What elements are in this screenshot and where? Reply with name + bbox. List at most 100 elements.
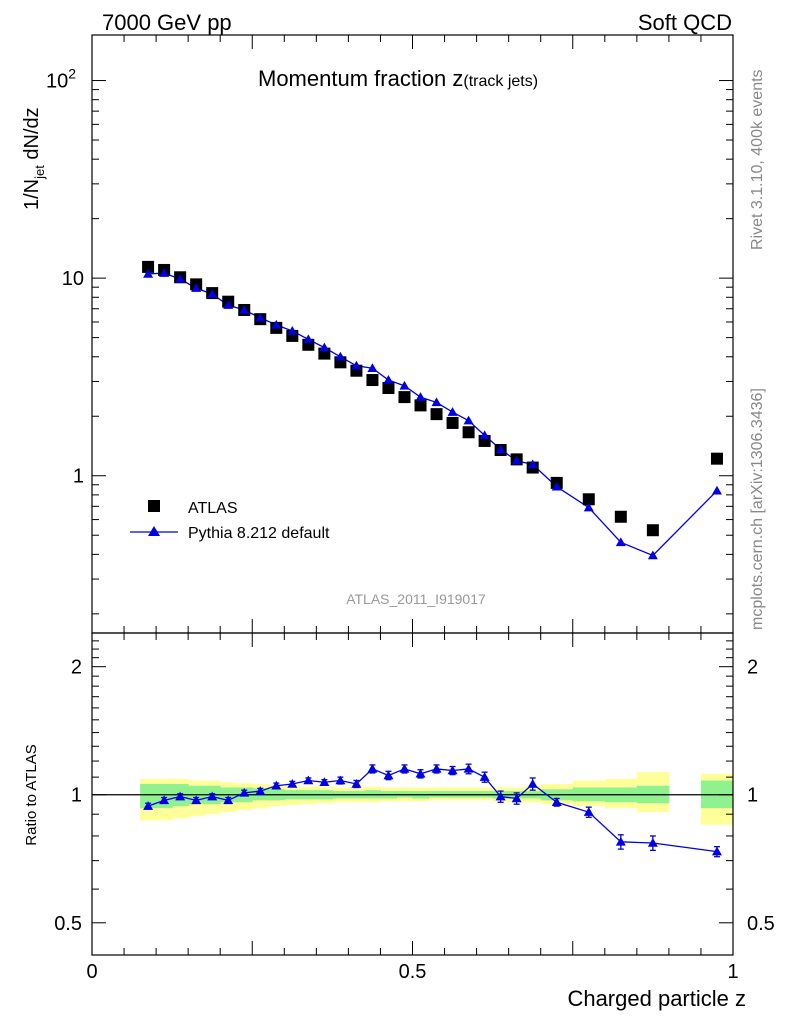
ratio-point bbox=[431, 763, 442, 773]
legend-mc-label: Pythia 8.212 default bbox=[188, 525, 330, 542]
atlas-point bbox=[446, 416, 459, 429]
atlas-point bbox=[430, 408, 443, 421]
mc-point bbox=[271, 319, 282, 329]
mc-point bbox=[175, 273, 186, 283]
mc-point bbox=[527, 459, 538, 469]
ratio-point bbox=[239, 787, 250, 797]
ratio-y-tick-label-right: 2 bbox=[747, 657, 758, 679]
mc-point bbox=[287, 326, 298, 335]
ratio-point bbox=[367, 763, 378, 773]
ratio-point bbox=[159, 795, 170, 805]
ratio-point bbox=[303, 775, 314, 785]
ratio-point bbox=[527, 778, 538, 788]
ratio-point bbox=[255, 786, 266, 795]
mc-point bbox=[223, 300, 234, 309]
ratio-point bbox=[463, 763, 474, 773]
mc-point bbox=[303, 334, 314, 344]
category-label: Soft QCD bbox=[638, 10, 732, 35]
ratio-panel: 0 0.5 1 0.5 0.5 1 1 2 2 Ratio to ATLAS Charged p… bbox=[23, 632, 775, 1011]
mcplots-label: mcplots.cern.ch [arXiv:1306.3436] bbox=[749, 388, 766, 630]
x-tick-label: 0.5 bbox=[399, 961, 427, 983]
ratio-point bbox=[287, 778, 298, 788]
atlas-point bbox=[382, 381, 395, 394]
x-tick-label: 1 bbox=[727, 961, 738, 983]
ratio-point bbox=[415, 768, 426, 778]
plot-title: Momentum fraction z(track jets) bbox=[258, 66, 538, 91]
ratio-point bbox=[207, 791, 218, 801]
rivet-version-label: Rivet 3.1.10, 400k events bbox=[749, 69, 766, 250]
mc-point bbox=[647, 550, 658, 560]
atlas-point bbox=[398, 391, 411, 404]
ratio-point bbox=[351, 778, 362, 788]
mc-point bbox=[463, 415, 474, 425]
atlas-point bbox=[414, 399, 427, 412]
mc-point bbox=[583, 502, 594, 512]
mc-point bbox=[351, 360, 362, 370]
xlabel: Charged particle z bbox=[567, 986, 746, 1011]
atlas-point bbox=[710, 452, 723, 465]
mc-point bbox=[239, 304, 250, 314]
ratio-point bbox=[319, 777, 330, 786]
atlas-point bbox=[646, 524, 659, 537]
ratio-y-tick-label-left: 2 bbox=[71, 657, 82, 679]
main-y-tick-label: 102 bbox=[46, 66, 76, 93]
ratio-y-tick-label-left: 1 bbox=[71, 785, 82, 807]
uncertainty-band-inner bbox=[140, 783, 157, 809]
mc-point bbox=[495, 444, 506, 454]
ratio-point bbox=[615, 836, 626, 846]
ratio-point bbox=[511, 793, 522, 803]
ratio-point bbox=[191, 795, 202, 805]
mc-point bbox=[191, 283, 202, 292]
mc-point bbox=[615, 537, 626, 547]
mc-point bbox=[143, 268, 154, 278]
legend-data-marker bbox=[148, 500, 160, 512]
legend-mc-marker bbox=[148, 526, 160, 536]
ratio-point bbox=[223, 795, 234, 805]
main-y-tick-label: 10 bbox=[62, 268, 84, 290]
atlas-point bbox=[462, 426, 475, 439]
mc-point bbox=[399, 380, 410, 390]
ratio-point bbox=[271, 780, 282, 790]
mc-point bbox=[479, 430, 490, 440]
mc-point bbox=[335, 351, 346, 361]
mc-point bbox=[431, 397, 442, 407]
ratio-point bbox=[335, 775, 346, 785]
ratio-point bbox=[551, 797, 562, 807]
atlas-point bbox=[366, 374, 379, 387]
main-panel: 1 10 102 Momentum fraction z(track jets) A… bbox=[21, 34, 734, 634]
ratio-point bbox=[399, 763, 410, 773]
atlas-point bbox=[142, 260, 155, 273]
mc-point bbox=[711, 485, 722, 495]
ratio-point bbox=[711, 846, 722, 856]
mc-point bbox=[207, 289, 218, 298]
ratio-point bbox=[143, 801, 154, 810]
mc-point bbox=[551, 481, 562, 491]
main-panel-frame bbox=[91, 34, 734, 634]
atlas-point bbox=[582, 493, 595, 506]
energy-label: 7000 GeV pp bbox=[102, 10, 232, 35]
atlas-point bbox=[614, 510, 627, 523]
ratio-y-tick-label-right: 1 bbox=[747, 785, 758, 807]
analysis-id: ATLAS_2011_I919017 bbox=[346, 591, 486, 607]
mc-point bbox=[159, 268, 170, 277]
ratio-ylabel: Ratio to ATLAS bbox=[23, 744, 40, 845]
legend: ATLAS Pythia 8.212 default bbox=[130, 500, 330, 542]
mc-point bbox=[511, 455, 522, 465]
ratio-point bbox=[383, 770, 394, 780]
mc-point bbox=[383, 375, 394, 384]
ratio-y-tick-label-right: 0.5 bbox=[747, 913, 775, 935]
mc-point bbox=[367, 363, 378, 372]
mc-point bbox=[447, 407, 458, 416]
ratio-point bbox=[647, 838, 658, 847]
ratio-point bbox=[495, 791, 506, 801]
ratio-point bbox=[583, 807, 594, 816]
ratio-point bbox=[479, 772, 490, 781]
main-y-tick-label: 1 bbox=[73, 466, 84, 488]
mc-point bbox=[319, 342, 330, 352]
main-ylabel: 1/Njet dN/dz bbox=[21, 107, 47, 210]
legend-data-label: ATLAS bbox=[188, 500, 238, 517]
mc-point bbox=[415, 392, 426, 401]
ratio-point bbox=[175, 791, 186, 801]
ratio-y-tick-label-left: 0.5 bbox=[54, 913, 82, 935]
